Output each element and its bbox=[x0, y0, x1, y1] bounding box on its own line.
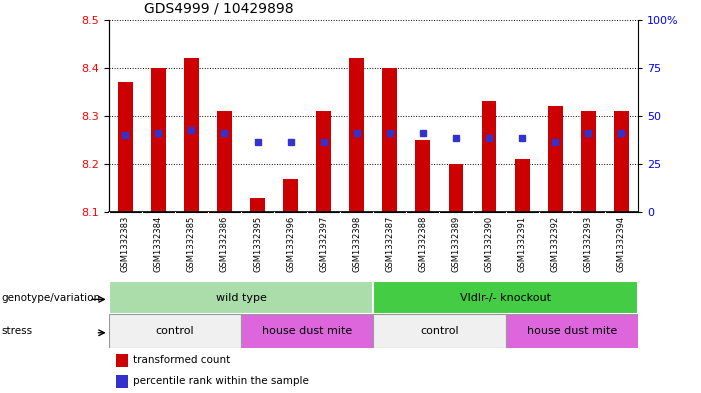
Bar bbox=[109, 281, 374, 314]
Bar bbox=[581, 111, 596, 212]
Bar bbox=[547, 106, 563, 212]
Bar bbox=[250, 198, 265, 212]
Text: GSM1332386: GSM1332386 bbox=[220, 216, 229, 272]
Bar bbox=[184, 58, 199, 212]
Bar bbox=[416, 140, 430, 212]
Text: GDS4999 / 10429898: GDS4999 / 10429898 bbox=[144, 2, 293, 16]
Text: wild type: wild type bbox=[215, 293, 266, 303]
Bar bbox=[316, 111, 331, 212]
Text: GSM1332393: GSM1332393 bbox=[584, 216, 593, 272]
Text: GSM1332388: GSM1332388 bbox=[418, 216, 428, 272]
Text: GSM1332395: GSM1332395 bbox=[253, 216, 262, 272]
Text: transformed count: transformed count bbox=[133, 355, 231, 365]
Bar bbox=[151, 68, 165, 212]
Bar bbox=[382, 68, 397, 212]
Text: GSM1332398: GSM1332398 bbox=[352, 216, 361, 272]
Bar bbox=[482, 101, 496, 212]
Bar bbox=[118, 82, 132, 212]
Text: percentile rank within the sample: percentile rank within the sample bbox=[133, 376, 309, 386]
Text: GSM1332391: GSM1332391 bbox=[517, 216, 526, 272]
Text: house dust mite: house dust mite bbox=[262, 326, 352, 336]
Text: GSM1332387: GSM1332387 bbox=[386, 216, 395, 272]
Text: GSM1332397: GSM1332397 bbox=[319, 216, 328, 272]
Bar bbox=[241, 314, 374, 348]
Text: genotype/variation: genotype/variation bbox=[1, 293, 100, 303]
Bar bbox=[109, 314, 241, 348]
Text: GSM1332392: GSM1332392 bbox=[551, 216, 559, 272]
Bar bbox=[374, 314, 505, 348]
Bar bbox=[515, 159, 529, 212]
Text: GSM1332389: GSM1332389 bbox=[451, 216, 461, 272]
Text: GSM1332394: GSM1332394 bbox=[617, 216, 626, 272]
Bar bbox=[349, 58, 365, 212]
Text: GSM1332383: GSM1332383 bbox=[121, 216, 130, 272]
Text: control: control bbox=[156, 326, 194, 336]
Text: control: control bbox=[420, 326, 458, 336]
Text: stress: stress bbox=[1, 326, 32, 336]
Bar bbox=[116, 375, 128, 387]
Text: GSM1332385: GSM1332385 bbox=[187, 216, 196, 272]
Bar bbox=[116, 354, 128, 367]
Bar bbox=[614, 111, 629, 212]
Text: GSM1332384: GSM1332384 bbox=[154, 216, 163, 272]
Bar bbox=[283, 178, 298, 212]
Text: GSM1332390: GSM1332390 bbox=[484, 216, 494, 272]
Text: Vldlr-/- knockout: Vldlr-/- knockout bbox=[460, 293, 551, 303]
Text: house dust mite: house dust mite bbox=[526, 326, 617, 336]
Bar bbox=[374, 281, 638, 314]
Bar bbox=[505, 314, 638, 348]
Bar bbox=[449, 164, 463, 212]
Bar bbox=[217, 111, 232, 212]
Text: GSM1332396: GSM1332396 bbox=[286, 216, 295, 272]
